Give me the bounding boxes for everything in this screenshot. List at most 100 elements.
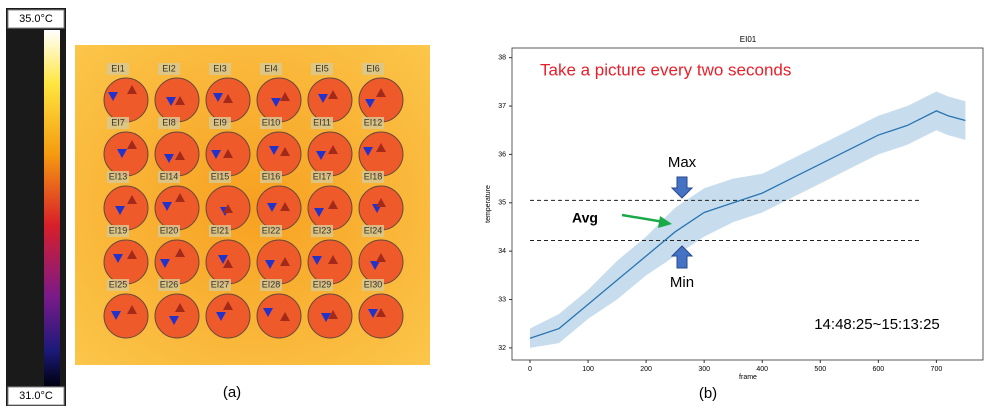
- well-tag: [362, 171, 384, 183]
- well: [358, 185, 404, 231]
- min-marker: [318, 94, 328, 103]
- well-tag: [158, 63, 180, 75]
- max-marker: [175, 303, 185, 312]
- min-marker: [314, 208, 324, 217]
- well: [154, 131, 200, 177]
- well: [154, 239, 200, 285]
- well: [154, 185, 200, 231]
- avg-arrow-head: [658, 216, 672, 228]
- well-tag: [260, 225, 282, 237]
- avg-arrow: [621, 213, 665, 224]
- well-tag: [209, 117, 231, 129]
- note: Take a picture every two seconds: [540, 60, 791, 79]
- y-tick-label: 38: [498, 55, 506, 62]
- well-tag: [362, 63, 384, 75]
- min-marker: [316, 151, 326, 160]
- well: [205, 293, 251, 339]
- max-marker: [127, 140, 137, 149]
- max-marker: [175, 248, 185, 257]
- well-tag: [158, 117, 180, 129]
- well-tag: [107, 63, 129, 75]
- y-axis-label: temperature: [485, 185, 492, 223]
- min-marker: [216, 312, 226, 321]
- well-tag: [209, 225, 231, 237]
- well-label: EI2: [162, 63, 176, 73]
- well-tag: [362, 279, 384, 291]
- well-label: EI3: [213, 63, 227, 73]
- min-marker: [269, 146, 279, 155]
- x-tick-label: 700: [931, 366, 943, 373]
- well: [154, 77, 200, 123]
- well-tag: [362, 225, 384, 237]
- chart: EI01 0 100 200 300 400 500 600 700 32 33 34 35 36 37 38…: [485, 35, 984, 402]
- max-marker: [223, 94, 233, 103]
- avg-label: Avg: [572, 210, 598, 226]
- min-marker: [363, 147, 373, 156]
- well-tag: [260, 279, 282, 291]
- well-label: EI30: [364, 279, 383, 289]
- min-marker: [312, 256, 322, 265]
- min-marker: [267, 203, 277, 212]
- y-tick-label: 34: [498, 248, 506, 255]
- max-marker: [127, 85, 137, 94]
- y-tick-label: 36: [498, 151, 506, 158]
- well-tag: [260, 63, 282, 75]
- well-label: EI22: [262, 225, 281, 235]
- range-band: [529, 91, 966, 348]
- min-marker: [113, 254, 123, 263]
- well-tag: [107, 225, 129, 237]
- y-tick-label: 37: [498, 103, 506, 110]
- well-label: EI20: [160, 225, 179, 235]
- well: [256, 293, 302, 339]
- well-label: EI4: [264, 63, 278, 73]
- min-marker: [211, 150, 221, 159]
- wells: EI1 EI2 EI3 EI4 EI5 EI6 EI7 EI8 EI9 EI10 EI11 EI12 E…: [103, 63, 404, 339]
- well-tag: [158, 225, 180, 237]
- x-tick-label: 200: [640, 366, 652, 373]
- max-marker: [127, 305, 137, 314]
- min-marker: [111, 311, 121, 320]
- well: [103, 77, 149, 123]
- well-tag: [209, 171, 231, 183]
- max-marker: [328, 255, 338, 264]
- well-tag: [311, 63, 333, 75]
- max-marker: [328, 200, 338, 209]
- well-tag: [260, 171, 282, 183]
- max-marker: [223, 301, 233, 310]
- well-tag: [107, 117, 129, 129]
- well-tag: [260, 117, 282, 129]
- min-marker: [218, 255, 228, 264]
- well: [358, 131, 404, 177]
- max-marker: [223, 149, 233, 158]
- colorbar-min: 31.0°C: [19, 390, 53, 402]
- max-marker: [328, 310, 338, 319]
- min-marker: [115, 206, 125, 215]
- max-marker: [376, 308, 386, 317]
- well-label: EI18: [364, 171, 383, 181]
- max-marker: [280, 257, 290, 266]
- well: [103, 185, 149, 231]
- colorbar: [44, 30, 60, 386]
- x-tick-label: 400: [756, 366, 768, 373]
- min-marker: [164, 154, 174, 163]
- well-label: EI14: [160, 171, 179, 181]
- well-label: EI29: [313, 279, 332, 289]
- x-tick-label: 500: [814, 366, 826, 373]
- well-label: EI5: [315, 63, 329, 73]
- plot-area: [511, 47, 984, 361]
- well-tag: [158, 171, 180, 183]
- well: [103, 239, 149, 285]
- well-label: EI16: [262, 171, 281, 181]
- well-label: EI25: [109, 279, 128, 289]
- x-tick-label: 100: [582, 366, 594, 373]
- max-marker: [280, 147, 290, 156]
- max-marker: [280, 202, 290, 211]
- max-arrow: [670, 176, 694, 199]
- min-marker: [368, 309, 378, 318]
- y-tick-label: 32: [498, 345, 506, 352]
- max-marker: [376, 88, 386, 97]
- well-tag: [311, 171, 333, 183]
- well: [256, 239, 302, 285]
- well-label: EI21: [211, 225, 230, 235]
